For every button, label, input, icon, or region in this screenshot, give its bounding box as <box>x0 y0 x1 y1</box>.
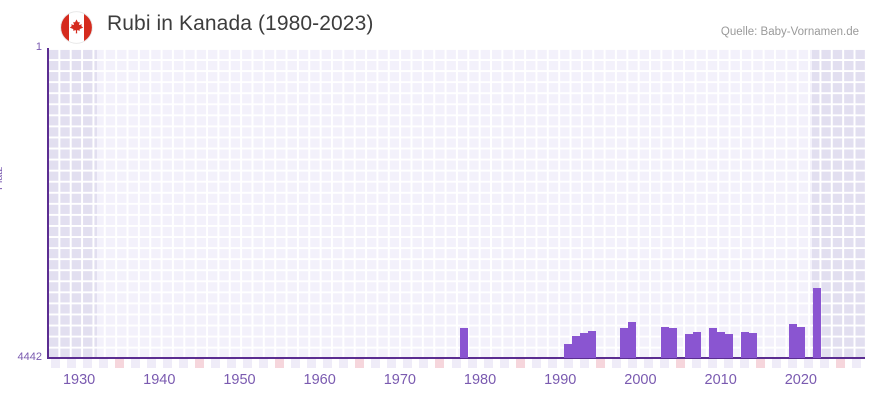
x-tick-minor <box>499 359 509 368</box>
bar[interactable] <box>588 331 597 358</box>
x-tick-minor <box>419 359 429 368</box>
x-tick-label: 1950 <box>223 372 256 388</box>
x-tick-minor <box>210 359 220 368</box>
bar[interactable] <box>668 328 677 358</box>
x-axis-tick-labels: 1930 1940 1950 1960 1970 1980 1990 2000 2010 2020 <box>47 372 865 396</box>
x-tick-label: 1970 <box>383 372 416 388</box>
x-tick-minor <box>162 359 172 368</box>
x-tick-minor <box>643 359 653 368</box>
bar[interactable] <box>564 344 573 358</box>
x-tick-minor <box>50 359 60 368</box>
x-tick-minor <box>226 359 236 368</box>
x-axis-tick-strip <box>47 359 865 368</box>
x-tick-minor <box>467 359 477 368</box>
bar[interactable] <box>796 327 805 358</box>
x-tick-label: 1990 <box>544 372 577 388</box>
y-axis-tick-top: 1 <box>35 41 42 53</box>
bar[interactable] <box>580 333 589 358</box>
x-tick-minor <box>323 359 333 368</box>
bar[interactable] <box>684 334 693 358</box>
x-tick-minor <box>355 359 365 368</box>
x-tick-minor <box>371 359 381 368</box>
y-axis-line <box>47 48 49 359</box>
x-tick-minor <box>82 359 92 368</box>
x-tick-minor <box>740 359 750 368</box>
x-tick-minor <box>275 359 285 368</box>
bar[interactable] <box>740 332 749 358</box>
x-tick-minor <box>451 359 461 368</box>
x-tick-minor <box>611 359 621 368</box>
x-tick-minor <box>756 359 766 368</box>
x-tick-label: 1980 <box>463 372 497 388</box>
y-axis-title: Platz <box>0 166 5 190</box>
x-tick-minor <box>114 359 124 368</box>
x-tick-label: 1930 <box>62 372 96 388</box>
x-tick-minor <box>531 359 541 368</box>
x-tick-minor <box>515 359 525 368</box>
x-tick-minor <box>291 359 301 368</box>
bar[interactable] <box>788 324 797 358</box>
bar[interactable] <box>692 332 701 358</box>
chart-title: Rubi in Kanada (1980-2023) <box>107 12 374 35</box>
canada-flag-icon <box>60 11 93 44</box>
bar[interactable] <box>460 328 469 358</box>
x-tick-minor <box>98 359 108 368</box>
x-tick-minor <box>804 359 814 368</box>
x-tick-label: 2000 <box>624 372 657 388</box>
bar[interactable] <box>660 327 669 358</box>
x-tick-minor <box>788 359 798 368</box>
x-tick-label: 2020 <box>784 372 817 388</box>
x-tick-minor <box>579 359 589 368</box>
x-tick-minor <box>772 359 782 368</box>
x-tick-minor <box>178 359 188 368</box>
x-tick-minor <box>307 359 317 368</box>
x-tick-minor <box>339 359 349 368</box>
bar[interactable] <box>812 288 821 358</box>
x-tick-minor <box>595 359 605 368</box>
x-tick-minor <box>660 359 669 368</box>
x-tick-minor <box>242 359 252 368</box>
y-axis-tick-bottom: 4442 <box>17 351 42 363</box>
x-tick-minor <box>852 359 862 368</box>
x-tick-minor <box>676 359 686 368</box>
x-tick-minor <box>259 359 269 368</box>
x-tick-minor <box>627 359 637 368</box>
x-tick-minor <box>146 359 156 368</box>
x-tick-minor <box>708 359 718 368</box>
bar[interactable] <box>572 336 581 358</box>
x-tick-minor <box>724 359 734 368</box>
x-axis-line <box>47 357 865 359</box>
bar[interactable] <box>708 328 717 358</box>
x-tick-minor <box>836 359 846 368</box>
x-tick-minor <box>820 359 830 368</box>
x-tick-minor <box>563 359 573 368</box>
x-tick-minor <box>692 359 702 368</box>
x-tick-minor <box>547 359 557 368</box>
x-tick-minor <box>66 359 76 368</box>
x-tick-label: 2010 <box>704 372 737 388</box>
x-tick-minor <box>130 359 140 368</box>
x-tick-label: 1940 <box>143 372 176 388</box>
bar-series <box>47 48 865 358</box>
x-tick-minor <box>483 359 493 368</box>
x-tick-label: 1960 <box>303 372 336 388</box>
x-tick-minor <box>194 359 204 368</box>
bar[interactable] <box>748 333 757 358</box>
bar[interactable] <box>724 334 733 358</box>
bar[interactable] <box>628 322 637 358</box>
x-tick-minor <box>435 359 445 368</box>
bar[interactable] <box>620 328 629 358</box>
bar[interactable] <box>716 332 725 358</box>
source-label: Quelle: Baby-Vornamen.de <box>720 26 859 38</box>
x-tick-minor <box>387 359 397 368</box>
chart-header: Rubi in Kanada (1980-2023) Quelle: Baby-… <box>0 0 873 44</box>
x-tick-minor <box>403 359 413 368</box>
